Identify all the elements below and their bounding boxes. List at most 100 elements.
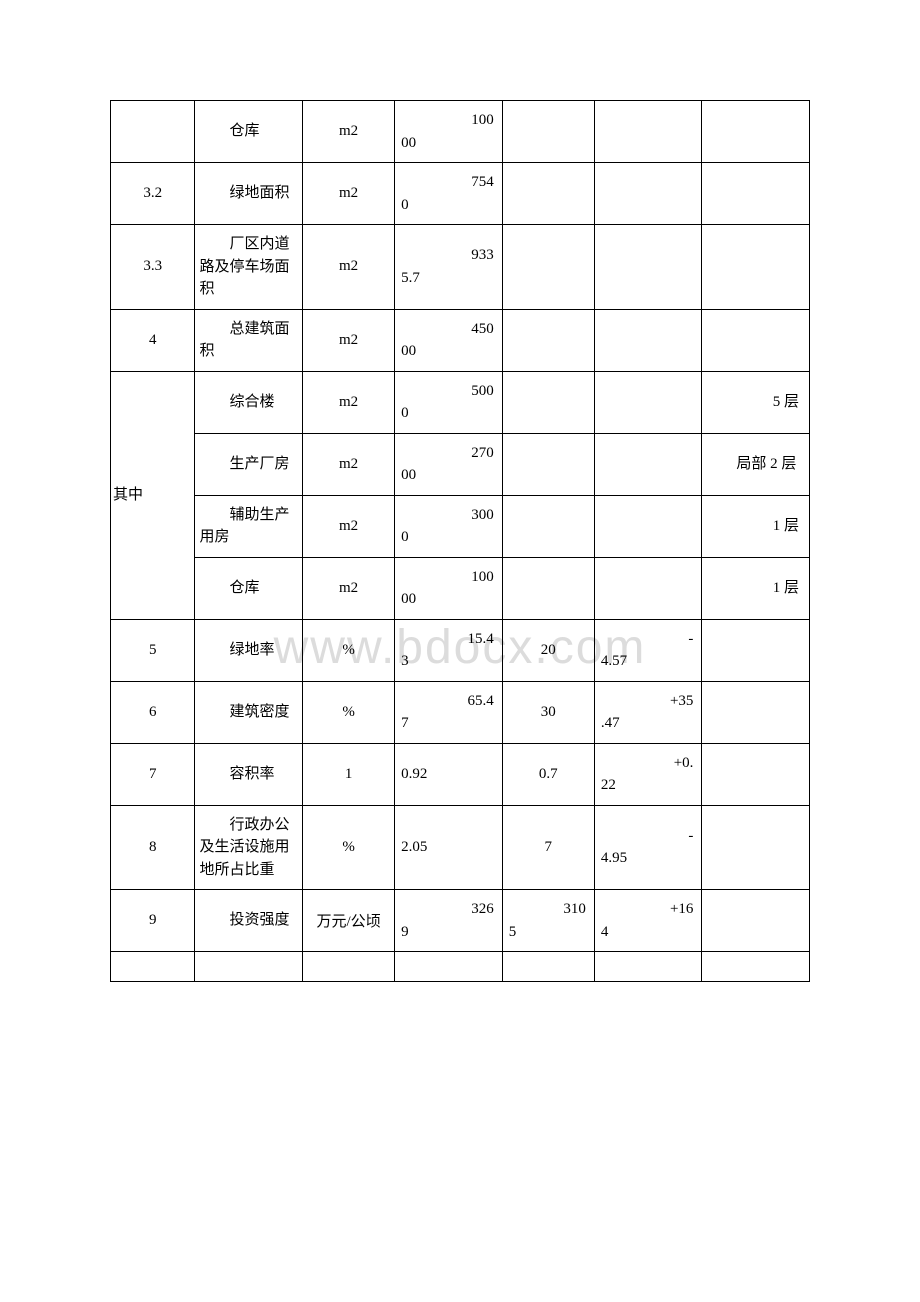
diff-top: - bbox=[599, 628, 698, 651]
cell-unit: 万元/公顷 bbox=[303, 890, 395, 952]
cell-unit: 1 bbox=[303, 743, 395, 805]
table-row: 生产厂房 m2 270 00 局部 2 层 bbox=[111, 433, 810, 495]
cell-value: 15.4 3 bbox=[395, 619, 503, 681]
cell-index: 5 bbox=[111, 619, 195, 681]
diff-top: +16 bbox=[599, 898, 698, 921]
cell-diff: +35 .47 bbox=[594, 681, 702, 743]
value-bottom: 5.7 bbox=[399, 267, 498, 290]
cell-standard: 7 bbox=[502, 805, 594, 890]
cell-empty bbox=[395, 952, 503, 982]
diff-top: +35 bbox=[599, 690, 698, 713]
cell-value: 0.92 bbox=[395, 743, 503, 805]
cell-unit: m2 bbox=[303, 557, 395, 619]
cell-standard bbox=[502, 495, 594, 557]
cell-index: 7 bbox=[111, 743, 195, 805]
cell-name: 容积率 bbox=[195, 743, 303, 805]
cell-standard bbox=[502, 309, 594, 371]
cell-index bbox=[111, 101, 195, 163]
cell-note bbox=[702, 805, 810, 890]
diff-bottom: 4.95 bbox=[599, 847, 698, 870]
value-top: 65.4 bbox=[399, 690, 498, 713]
cell-name: 生产厂房 bbox=[195, 433, 303, 495]
value-bottom: 0 bbox=[399, 402, 498, 425]
cell-unit: m2 bbox=[303, 433, 395, 495]
cell-name: 厂区内道路及停车场面积 bbox=[195, 225, 303, 310]
table-row: 仓库 m2 100 00 1 层 bbox=[111, 557, 810, 619]
cell-index: 6 bbox=[111, 681, 195, 743]
cell-diff bbox=[594, 309, 702, 371]
cell-name: 行政办公及生活设施用地所占比重 bbox=[195, 805, 303, 890]
cell-unit: % bbox=[303, 805, 395, 890]
cell-standard bbox=[502, 557, 594, 619]
cell-empty bbox=[702, 952, 810, 982]
table-row: 其中 综合楼 m2 500 0 5 层 bbox=[111, 371, 810, 433]
value-top: 754 bbox=[399, 171, 498, 194]
table-container: 仓库 m2 100 00 3.2 绿地面积 m2 754 0 3.3 厂区内道路… bbox=[110, 100, 810, 982]
cell-value: 326 9 bbox=[395, 890, 503, 952]
table-row: 8 行政办公及生活设施用地所占比重 % 2.05 7 - 4.95 bbox=[111, 805, 810, 890]
cell-empty bbox=[195, 952, 303, 982]
table-row: 9 投资强度 万元/公顷 326 9 310 5 +16 4 bbox=[111, 890, 810, 952]
cell-empty bbox=[502, 952, 594, 982]
diff-bottom: 22 bbox=[599, 774, 698, 797]
cell-note bbox=[702, 890, 810, 952]
table-row: 7 容积率 1 0.92 0.7 +0. 22 bbox=[111, 743, 810, 805]
cell-name: 绿地率 bbox=[195, 619, 303, 681]
value-bottom: 0 bbox=[399, 526, 498, 549]
cell-diff bbox=[594, 433, 702, 495]
cell-standard bbox=[502, 371, 594, 433]
cell-unit: m2 bbox=[303, 225, 395, 310]
value-bottom: 00 bbox=[399, 588, 498, 611]
cell-index: 4 bbox=[111, 309, 195, 371]
value-bottom: 7 bbox=[399, 712, 498, 735]
value-bottom: 00 bbox=[399, 464, 498, 487]
cell-note bbox=[702, 309, 810, 371]
value-top: 15.4 bbox=[399, 628, 498, 651]
cell-index: 3.2 bbox=[111, 163, 195, 225]
cell-note: 1 层 bbox=[702, 495, 810, 557]
table-row: 3.2 绿地面积 m2 754 0 bbox=[111, 163, 810, 225]
cell-name: 总建筑面积 bbox=[195, 309, 303, 371]
cell-name: 辅助生产用房 bbox=[195, 495, 303, 557]
cell-diff: +0. 22 bbox=[594, 743, 702, 805]
cell-standard: 20 bbox=[502, 619, 594, 681]
cell-diff bbox=[594, 101, 702, 163]
cell-note: 5 层 bbox=[702, 371, 810, 433]
cell-name: 投资强度 bbox=[195, 890, 303, 952]
value-top: 500 bbox=[399, 380, 498, 403]
table-row: 6 建筑密度 % 65.4 7 30 +35 .47 bbox=[111, 681, 810, 743]
diff-bottom: 4.57 bbox=[599, 650, 698, 673]
cell-diff bbox=[594, 371, 702, 433]
cell-name: 仓库 bbox=[195, 101, 303, 163]
table-row-empty bbox=[111, 952, 810, 982]
cell-name: 综合楼 bbox=[195, 371, 303, 433]
value-bottom: 2.05 bbox=[399, 836, 498, 859]
cell-standard: 310 5 bbox=[502, 890, 594, 952]
cell-unit: m2 bbox=[303, 495, 395, 557]
cell-value: 754 0 bbox=[395, 163, 503, 225]
cell-value: 100 00 bbox=[395, 101, 503, 163]
value-top: 300 bbox=[399, 504, 498, 527]
cell-index: 8 bbox=[111, 805, 195, 890]
data-table: 仓库 m2 100 00 3.2 绿地面积 m2 754 0 3.3 厂区内道路… bbox=[110, 100, 810, 982]
cell-name: 建筑密度 bbox=[195, 681, 303, 743]
cell-standard bbox=[502, 225, 594, 310]
diff-bottom: 4 bbox=[599, 921, 698, 944]
cell-value: 933 5.7 bbox=[395, 225, 503, 310]
cell-value: 450 00 bbox=[395, 309, 503, 371]
cell-diff bbox=[594, 557, 702, 619]
cell-standard bbox=[502, 163, 594, 225]
value-top: 270 bbox=[399, 442, 498, 465]
cell-diff bbox=[594, 163, 702, 225]
cell-unit: m2 bbox=[303, 101, 395, 163]
value-top: 100 bbox=[399, 566, 498, 589]
cell-note bbox=[702, 101, 810, 163]
cell-unit: m2 bbox=[303, 163, 395, 225]
cell-note: 局部 2 层 bbox=[702, 433, 810, 495]
value-bottom: 00 bbox=[399, 132, 498, 155]
cell-empty bbox=[111, 952, 195, 982]
cell-diff: +16 4 bbox=[594, 890, 702, 952]
value-bottom: 0.92 bbox=[399, 763, 498, 786]
cell-standard bbox=[502, 433, 594, 495]
value-bottom: 0 bbox=[399, 194, 498, 217]
